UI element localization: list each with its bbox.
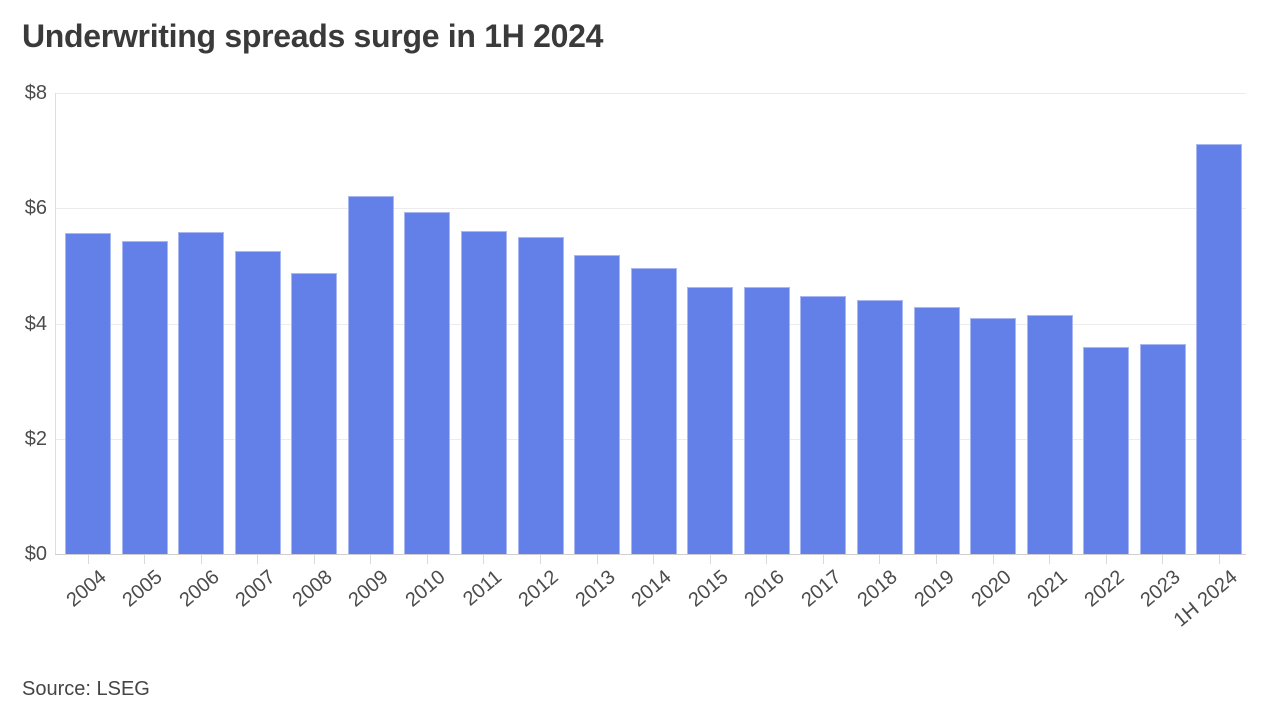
x-tick-label: 2013 [571,566,620,612]
x-axis-tick [313,555,315,564]
y-tick-label: $4 [24,312,47,335]
x-tick-label: 2007 [231,566,280,612]
x-tick-label: 2019 [910,566,959,612]
x-axis-tick [1049,555,1051,564]
bar [1196,144,1243,554]
bar [65,233,111,554]
x-axis-tick [879,555,881,564]
bar [517,237,564,554]
bar [743,286,790,554]
x-axis-tick [1218,555,1220,564]
bar [687,287,734,554]
x-tick-label: 2021 [1023,566,1072,612]
x-tick-label: 2004 [61,566,111,612]
bar [913,306,960,554]
x-axis-tick [653,555,655,564]
bar [234,251,281,554]
x-tick-label: 2022 [1080,566,1129,612]
x-axis-tick [709,555,711,564]
x-tick-label: 2016 [740,566,789,612]
x-tick-label: 2012 [514,566,563,612]
x-tick-label: 2023 [1136,566,1185,612]
y-tick-label: $6 [24,197,47,220]
bar [347,196,394,554]
y-tick-label: $0 [24,543,47,565]
x-axis-tick [1162,555,1164,564]
x-tick-label: 2006 [175,566,224,612]
x-tick-label: 2015 [684,566,733,612]
y-axis-line [55,93,56,554]
x-axis-tick [822,555,824,564]
bar [178,232,225,554]
x-tick-label: 2014 [627,566,676,612]
y-tick-label: $8 [24,82,47,104]
x-tick-label: 2005 [118,566,167,612]
x-axis-tick [426,555,428,564]
x-tick-label: 2020 [967,566,1016,612]
x-axis-tick [257,555,259,564]
x-tick-label: 2011 [459,566,507,611]
x-axis-tick [87,555,89,564]
x-tick-label: 2009 [344,566,394,612]
y-gridline [55,93,1246,94]
bar [1139,344,1186,554]
x-tick-label: 2008 [288,566,337,612]
x-axis-tick [200,555,202,564]
bar [970,317,1017,554]
bar [630,267,677,554]
chart-title: Underwriting spreads surge in 1H 2024 [22,18,604,54]
bar [460,231,507,554]
x-axis-tick [540,555,542,564]
x-axis-tick [766,555,768,564]
y-gridline [55,208,1246,210]
x-axis-tick [370,555,372,564]
source-note: Source: LSEG [22,678,150,700]
x-axis-tick [992,555,994,564]
x-axis-tick [144,555,146,564]
x-axis-tick [936,555,938,564]
bar [1026,314,1073,554]
x-axis-tick [596,555,598,564]
bar [291,273,338,554]
x-tick-label: 2010 [401,566,450,612]
bar [404,212,451,554]
bar [574,254,621,554]
bar [121,240,168,554]
x-axis-tick [1105,555,1107,564]
bar [1083,346,1130,554]
x-tick-label: 2018 [853,566,903,612]
bar [800,295,847,554]
x-axis-baseline [55,554,1246,555]
x-tick-label: 1H 2024 [1169,566,1242,632]
y-tick-label: $2 [24,427,47,450]
x-axis-tick [483,555,485,564]
x-tick-label: 2017 [797,566,846,612]
bar [856,299,903,554]
